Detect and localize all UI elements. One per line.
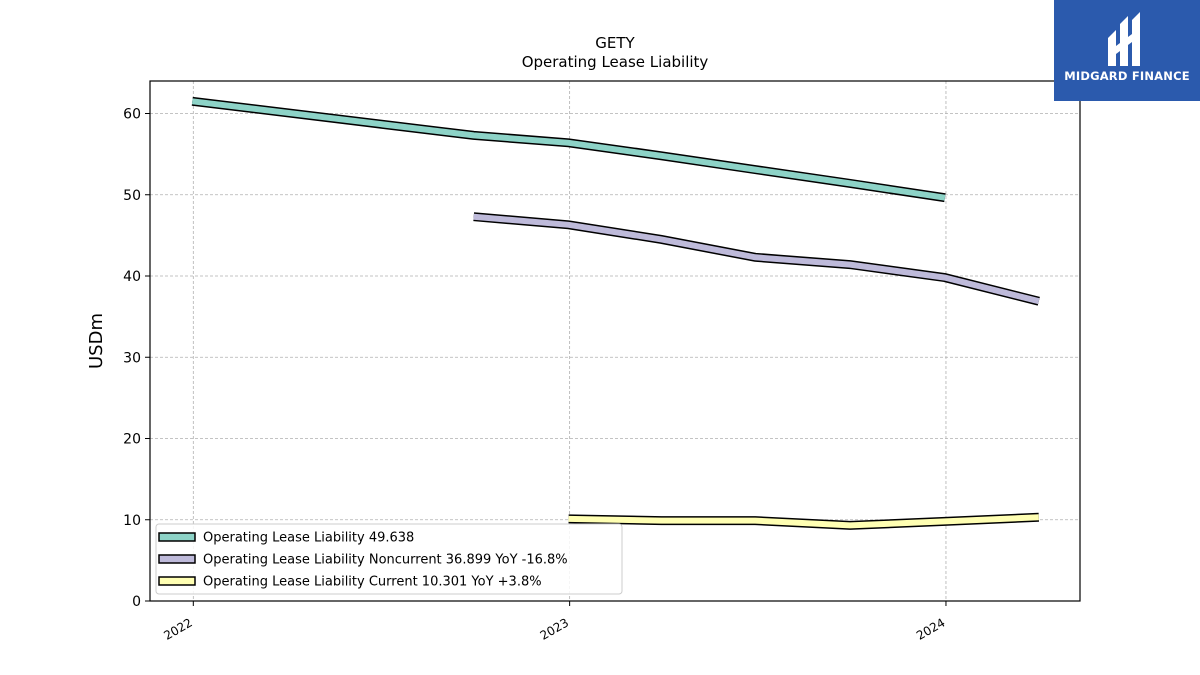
y-axis: 0 10 20 30 40 50 60 xyxy=(123,107,150,610)
legend-swatch xyxy=(158,554,196,564)
legend-entry: Operating Lease Liability Current 10.301… xyxy=(158,575,542,590)
y-tick-label: 20 xyxy=(123,432,141,448)
y-tick-label: 30 xyxy=(123,350,141,366)
x-axis: 2022 2023 2024 xyxy=(161,601,947,643)
y-tick-label: 60 xyxy=(123,107,141,123)
y-tick-label: 50 xyxy=(123,188,141,204)
x-tick-label: 2024 xyxy=(914,615,947,642)
legend-swatch xyxy=(158,532,196,542)
legend-label: Operating Lease Liability Noncurrent 36.… xyxy=(203,553,568,568)
y-axis-label: USDm xyxy=(86,313,107,369)
series-line xyxy=(568,512,1039,530)
y-tick-label: 0 xyxy=(132,594,141,610)
chart-title: GETY xyxy=(595,34,635,52)
legend-box xyxy=(155,523,623,595)
series-fill xyxy=(191,98,946,201)
legend-swatch xyxy=(158,576,196,586)
chart-subtitle: Operating Lease Liability xyxy=(522,53,709,71)
x-tick-label: 2023 xyxy=(538,615,571,642)
legend-label: Operating Lease Liability 49.638 xyxy=(203,531,414,546)
legend: Operating Lease Liability 49.638 Operatin… xyxy=(155,523,623,595)
series-fill xyxy=(568,514,1039,529)
plot-frame xyxy=(149,80,1081,602)
legend-entry: Operating Lease Liability 49.638 xyxy=(158,531,414,546)
x-tick-label: 2022 xyxy=(161,615,194,642)
series-fill xyxy=(473,213,1040,305)
logo-text: MIDGARD FINANCE xyxy=(1064,69,1190,83)
legend-entry: Operating Lease Liability Noncurrent 36.… xyxy=(158,553,568,568)
series-layer xyxy=(191,96,1040,530)
series-line xyxy=(191,96,946,203)
logo-mark-icon xyxy=(1108,12,1140,66)
legend-label: Operating Lease Liability Current 10.301… xyxy=(203,575,542,590)
logo: MIDGARD FINANCE xyxy=(1054,0,1200,101)
series-line xyxy=(473,212,1040,306)
y-tick-label: 10 xyxy=(123,513,141,529)
y-tick-label: 40 xyxy=(123,269,141,285)
